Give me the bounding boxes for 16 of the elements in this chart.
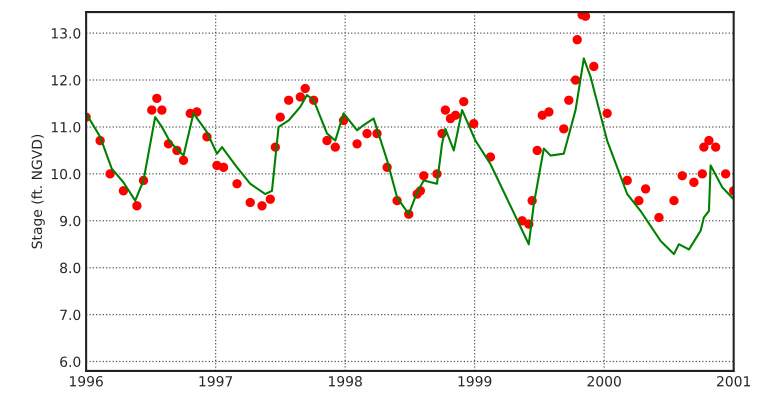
y-axis-title: Stage (ft. NGVD) bbox=[31, 134, 45, 248]
y-tick-label: 7.0 bbox=[60, 310, 80, 320]
y-tick-label: 12.0 bbox=[52, 75, 80, 86]
y-tick-label: 13.0 bbox=[52, 28, 80, 39]
x-tick-label: 1997 bbox=[199, 376, 232, 387]
y-tick-label: 11.0 bbox=[52, 122, 80, 132]
x-tick-label: 2000 bbox=[588, 376, 621, 387]
x-tick-label: 1996 bbox=[70, 376, 103, 387]
y-tick-label: 8.0 bbox=[60, 262, 80, 274]
line-series bbox=[86, 57, 734, 256]
x-tick-label: 2001 bbox=[717, 376, 750, 387]
x-tick-label: 1998 bbox=[329, 376, 362, 387]
y-tick-label: 10.0 bbox=[52, 168, 80, 180]
y-tick-label: 6.0 bbox=[60, 356, 80, 368]
x-tick-label: 1999 bbox=[458, 376, 492, 387]
y-tick-label: 9.0 bbox=[60, 216, 80, 226]
